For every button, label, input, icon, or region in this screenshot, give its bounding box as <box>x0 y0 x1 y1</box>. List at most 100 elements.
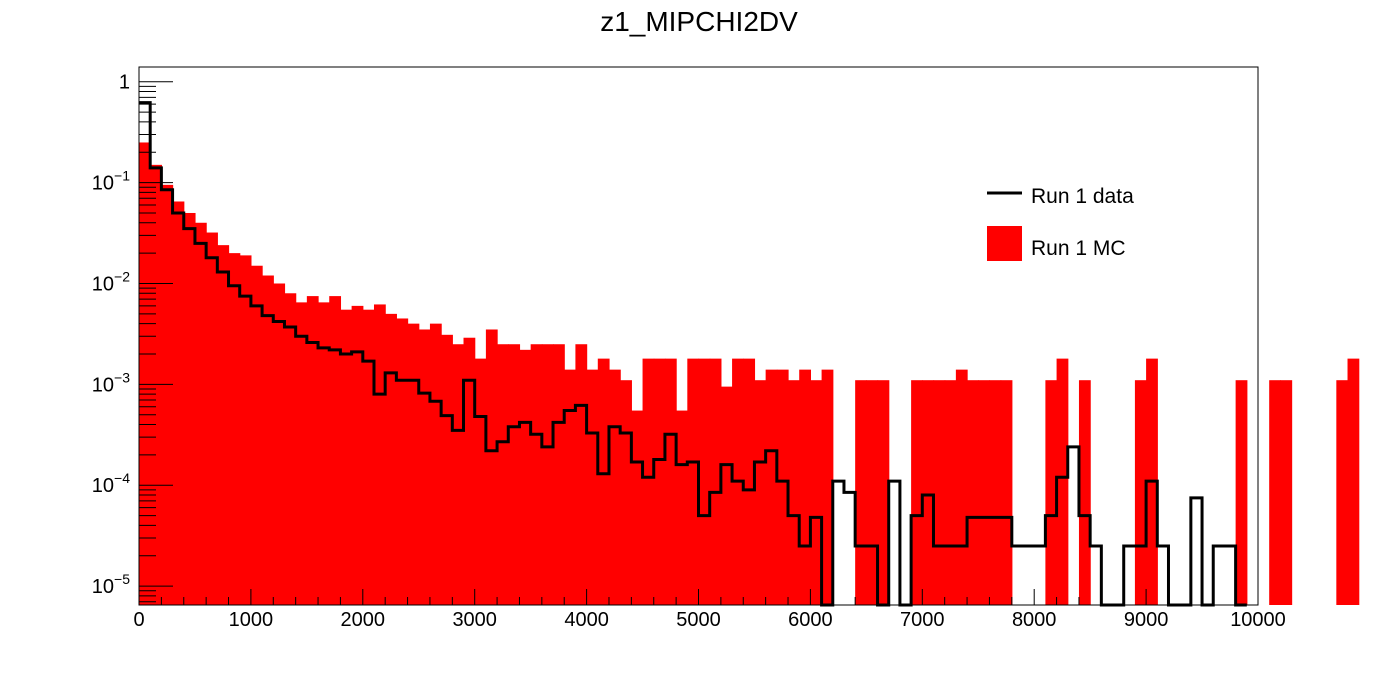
mc-bar <box>429 323 442 605</box>
mc-bar <box>373 304 386 605</box>
mc-bar <box>765 369 778 605</box>
mc-bar <box>497 344 509 605</box>
x-tick-label: 4000 <box>564 609 609 631</box>
mc-bar <box>1235 380 1248 605</box>
mc-bar <box>250 265 263 605</box>
x-tick-label: 1000 <box>229 609 274 631</box>
mc-bar <box>318 302 330 605</box>
x-tick-label: 5000 <box>676 609 721 631</box>
mc-bar <box>743 358 756 605</box>
mc-bar <box>922 380 935 605</box>
mc-bar <box>441 334 453 605</box>
y-tick-label: 10−1 <box>92 168 130 195</box>
y-tick-label: 10−4 <box>92 470 130 497</box>
mc-bar <box>575 344 588 605</box>
x-tick-label: 8000 <box>1012 609 1057 631</box>
mc-bar <box>194 222 207 605</box>
mc-bar <box>407 323 420 605</box>
mc-bar <box>306 296 319 605</box>
mc-bar <box>620 380 632 605</box>
mc-bar <box>810 380 823 605</box>
x-tick-label: 7000 <box>900 609 945 631</box>
mc-bar <box>340 309 353 605</box>
mc-bar <box>463 337 476 605</box>
x-tick-label: 0 <box>133 609 144 631</box>
mc-bar <box>150 164 162 606</box>
mc-bar <box>664 358 677 605</box>
x-tick-label: 10000 <box>1230 609 1286 631</box>
mc-bar <box>709 358 722 605</box>
mc-bar <box>485 329 498 605</box>
mc-bar <box>1000 380 1013 605</box>
mc-bar <box>967 380 979 605</box>
mc-bar <box>911 380 923 605</box>
mc-bar <box>698 358 711 605</box>
mc-bar <box>284 293 297 605</box>
mc-bar <box>586 369 599 605</box>
mc-bar <box>452 344 465 605</box>
mc-bar <box>1045 380 1058 605</box>
mc-bar <box>273 283 286 605</box>
mc-bar <box>687 358 700 605</box>
chart-title: z1_MIPCHI2DV <box>600 6 798 37</box>
mc-bar <box>933 380 946 605</box>
mc-bar <box>418 329 431 605</box>
mc-bar <box>978 380 991 605</box>
mc-bar <box>1336 380 1349 605</box>
mc-bar <box>1056 358 1069 605</box>
x-tick-label: 2000 <box>341 609 386 631</box>
x-tick-label: 6000 <box>788 609 833 631</box>
mc-bar <box>519 349 532 605</box>
x-tick-label: 3000 <box>452 609 497 631</box>
mc-bar <box>955 369 968 605</box>
mc-bar <box>553 344 565 605</box>
mc-bar <box>944 380 957 605</box>
mc-bar <box>239 255 252 605</box>
mc-bar <box>877 380 890 605</box>
mc-bar <box>788 380 800 605</box>
mc-bar <box>676 410 688 605</box>
mc-bar <box>1280 380 1293 605</box>
x-axis: 0 1000 2000 3000 4000 5000 6000 7000 8000 9000 100… <box>133 589 1286 631</box>
mc-bar <box>1347 358 1360 605</box>
mc-bar <box>597 358 610 605</box>
mc-bar <box>1078 380 1091 605</box>
mc-bar <box>396 318 409 605</box>
mc-bar <box>855 380 867 605</box>
legend: Run 1 data Run 1 MC <box>987 185 1134 261</box>
mc-bar <box>541 344 554 605</box>
mc-bar <box>362 309 375 605</box>
mc-bar <box>206 232 218 605</box>
data-histogram-line <box>139 101 1247 607</box>
mc-bar <box>351 305 364 605</box>
mc-bar <box>474 358 487 605</box>
mc-bar <box>821 369 834 605</box>
mc-bar <box>564 369 577 605</box>
mc-bar <box>183 212 196 605</box>
y-tick-label: 10−5 <box>92 571 130 598</box>
legend-mc-swatch <box>987 226 1022 261</box>
mc-bar <box>720 386 733 605</box>
y-tick-label: 10−2 <box>92 268 130 295</box>
mc-bar <box>508 344 521 605</box>
mc-bar <box>295 302 308 605</box>
y-axis: 1 10−1 10−2 10−3 10−4 10−5 <box>92 72 173 603</box>
mc-bar <box>799 369 811 605</box>
mc-bar <box>161 184 174 605</box>
mc-bar <box>631 410 644 605</box>
mc-bar <box>1269 380 1281 605</box>
mc-bar <box>228 253 241 605</box>
mc-bar <box>172 201 185 605</box>
legend-data-label: Run 1 data <box>1031 185 1134 208</box>
y-tick-label: 1 <box>119 72 130 94</box>
mc-bar <box>866 380 879 605</box>
y-tick-label: 10−3 <box>92 369 130 396</box>
mc-bar <box>653 358 666 605</box>
mc-bar <box>217 245 230 606</box>
mc-bar <box>385 313 397 605</box>
mc-bar <box>608 369 621 605</box>
mc-bar <box>139 142 151 605</box>
legend-mc-label: Run 1 MC <box>1031 237 1126 260</box>
mc-histogram-bars <box>139 142 1360 606</box>
